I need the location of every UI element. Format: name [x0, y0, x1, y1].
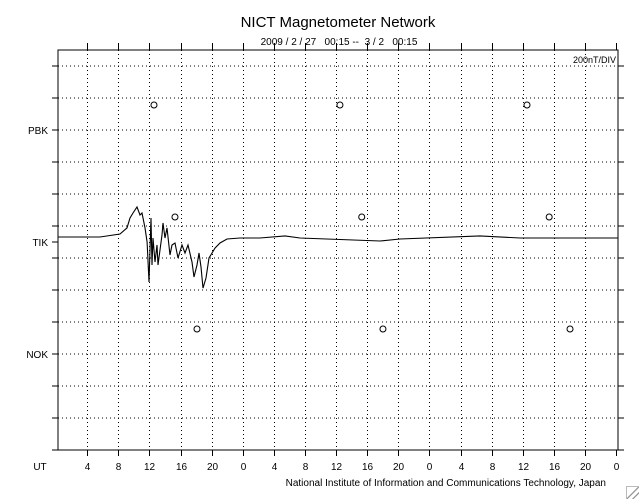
plot-frame: [57, 49, 619, 451]
tik-trace-line: [58, 205, 618, 289]
x-tick-label: 12: [144, 462, 156, 473]
x-tick-label: 8: [116, 462, 122, 473]
x-tick-label: 16: [176, 462, 188, 473]
station-label-pbk: PBK: [28, 126, 48, 137]
noon-marker-circle: [523, 101, 531, 109]
noon-marker-circle: [336, 101, 344, 109]
x-tick-label: 20: [580, 462, 592, 473]
x-tick-label: 20: [393, 462, 405, 473]
x-tick-label: 20: [207, 462, 219, 473]
x-tick-label: 4: [272, 462, 278, 473]
footer-credit: National Institute of Information and Co…: [286, 478, 606, 489]
x-axis-label: UT: [33, 462, 46, 473]
x-tick-label: 0: [427, 462, 433, 473]
x-tick-label: 4: [459, 462, 465, 473]
x-tick-label: 8: [303, 462, 309, 473]
noon-marker-circle: [545, 213, 553, 221]
x-tick-label: 16: [549, 462, 561, 473]
noon-marker-circle: [566, 325, 574, 333]
x-tick-label: 12: [331, 462, 343, 473]
x-tick-label: 4: [85, 462, 91, 473]
resize-grip[interactable]: [626, 486, 639, 499]
noon-marker-circle: [150, 101, 158, 109]
noon-marker-circle: [358, 213, 366, 221]
station-label-tik: TIK: [32, 238, 48, 249]
noon-marker-circle: [379, 325, 387, 333]
scale-label: 200nT/DIV: [573, 55, 616, 65]
x-tick-label: 16: [362, 462, 374, 473]
x-tick-label: 0: [614, 462, 620, 473]
chart-title: NICT Magnetometer Network: [241, 14, 436, 31]
chart-subtitle: 2009 / 2 / 27 00:15 -- 3 / 2 00:15: [261, 37, 418, 48]
x-tick-label: 0: [241, 462, 247, 473]
noon-marker-circle: [193, 325, 201, 333]
station-label-nok: NOK: [26, 350, 48, 361]
noon-marker-circle: [171, 213, 179, 221]
x-tick-label: 12: [518, 462, 530, 473]
x-tick-label: 8: [490, 462, 496, 473]
